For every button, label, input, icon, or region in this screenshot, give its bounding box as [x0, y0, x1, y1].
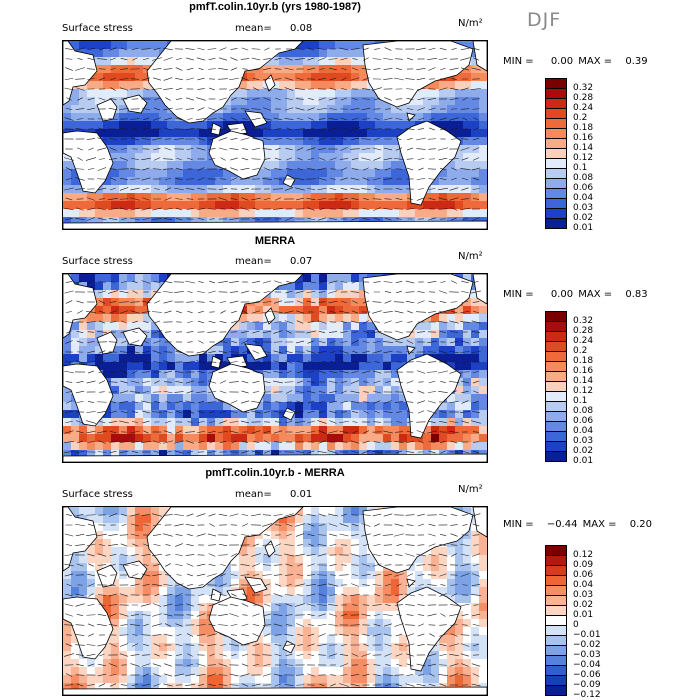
panel3-min-label: MIN =	[503, 519, 534, 530]
panel1-title: pmfT.colin.10yr.b (yrs 1980-1987)	[189, 1, 361, 13]
colorbar-level-label: 0.04	[573, 193, 594, 203]
panel3-units: N/m²	[458, 484, 483, 495]
colorbar-level-label: 0.2	[573, 113, 588, 123]
colorbar-level-label: 0.32	[573, 316, 594, 326]
panel2-units: N/m²	[458, 251, 483, 262]
colorbar-level-label: 0.06	[573, 570, 594, 580]
panel3-max-label: MAX =	[582, 519, 617, 530]
colorbar-level-label: 0.18	[573, 356, 594, 366]
colorbar-level-label: −0.04	[573, 660, 601, 670]
colorbar-level-label: 0.08	[573, 406, 594, 416]
colorbar-level-label: 0.24	[573, 103, 594, 113]
colorbar-level-label: 0.32	[573, 83, 594, 93]
panel1-max-label: MAX =	[578, 56, 613, 67]
colorbar-level-label: −0.12	[573, 690, 601, 700]
colorbar-level-label: 0.03	[573, 436, 594, 446]
colorbar-level-label: 0.16	[573, 366, 594, 376]
colorbar-level-label: 0.2	[573, 346, 588, 356]
colorbar-level-label: −0.09	[573, 680, 601, 690]
panel2-max-value: 0.83	[625, 289, 648, 300]
panel1-max-value: 0.39	[625, 56, 648, 67]
panel3-mean-value: 0.01	[290, 489, 313, 500]
colorbar-level-label: 0.06	[573, 183, 594, 193]
colorbar-level-label: 0.04	[573, 426, 594, 436]
colorbar-level-label: 0.02	[573, 213, 594, 223]
colorbar-level-label: 0.14	[573, 376, 594, 386]
panel2-min-label: MIN =	[503, 289, 534, 300]
panel2-map-svg	[63, 274, 487, 462]
colorbar-level-label: 0.06	[573, 416, 594, 426]
colorbar-level-label: 0.03	[573, 203, 594, 213]
panel2-max-label: MAX =	[578, 289, 613, 300]
panel3-map	[62, 506, 488, 696]
panel1-units: N/m²	[458, 18, 483, 29]
panel2-minmax: MIN = 0.00 MAX = 0.83	[503, 289, 648, 300]
colorbar-level-label: 0.02	[573, 446, 594, 456]
panel1-variable-label: Surface stress	[62, 23, 133, 34]
panel2-variable-label: Surface stress	[62, 256, 133, 267]
colorbar-level-label: 0.01	[573, 610, 594, 620]
colorbar-level-label: 0.1	[573, 396, 588, 406]
colorbar-level-label: 0.04	[573, 580, 594, 590]
panel3-minmax: MIN = −0.44 MAX = 0.20	[503, 519, 652, 530]
season-label: DJF	[527, 9, 562, 31]
colorbar-level-label: 0.01	[573, 223, 594, 233]
colorbar-level-label: 0.24	[573, 336, 594, 346]
colorbar-level-label: −0.06	[573, 670, 601, 680]
panel1-mean-value: 0.08	[290, 23, 313, 34]
colorbar-level-label: 0.1	[573, 163, 588, 173]
colorbar-level-label: 0.01	[573, 456, 594, 466]
colorbar-level-label: −0.03	[573, 650, 601, 660]
panel3-max-value: 0.20	[629, 519, 652, 530]
panel3-mean-label: mean=	[235, 489, 272, 500]
colorbar-level-label: 0.12	[573, 386, 594, 396]
panel1-minmax: MIN = 0.00 MAX = 0.39	[503, 56, 648, 67]
colorbar-level-label: 0.16	[573, 133, 594, 143]
panel3-map-svg	[63, 507, 487, 695]
colorbar-level-label: 0.14	[573, 143, 594, 153]
panel3-variable-label: Surface stress	[62, 489, 133, 500]
panel3-min-value: −0.44	[546, 519, 578, 530]
colorbar-swatch	[545, 685, 567, 696]
panel1-mean-label: mean=	[235, 23, 272, 34]
panel1-min-value: 0.00	[550, 56, 574, 67]
colorbar-level-label: −0.01	[573, 630, 601, 640]
panel2-mean-value: 0.07	[290, 256, 313, 267]
colorbar-level-label: 0.08	[573, 173, 594, 183]
colorbar-level-label: 0.28	[573, 326, 594, 336]
colorbar-level-label: 0.18	[573, 123, 594, 133]
colorbar-level-label: 0.03	[573, 590, 594, 600]
colorbar-level-label: −0.02	[573, 640, 601, 650]
panel1-map-svg	[63, 41, 487, 229]
colorbar-level-label: 0.09	[573, 560, 594, 570]
colorbar-swatch	[545, 218, 567, 229]
panel2-map	[62, 273, 488, 463]
colorbar-level-label: 0.12	[573, 153, 594, 163]
panel1-map	[62, 40, 488, 230]
panel2-min-value: 0.00	[550, 289, 574, 300]
panel1-min-label: MIN =	[503, 56, 534, 67]
colorbar-swatch	[545, 451, 567, 462]
colorbar-level-label: 0.28	[573, 93, 594, 103]
colorbar-level-label: 0.12	[573, 550, 594, 560]
panel3-title: pmfT.colin.10yr.b - MERRA	[205, 467, 345, 479]
panel2-mean-label: mean=	[235, 256, 272, 267]
colorbar-level-label: 0.02	[573, 600, 594, 610]
panel2-title: MERRA	[254, 235, 296, 247]
colorbar-level-label: 0	[573, 620, 579, 630]
